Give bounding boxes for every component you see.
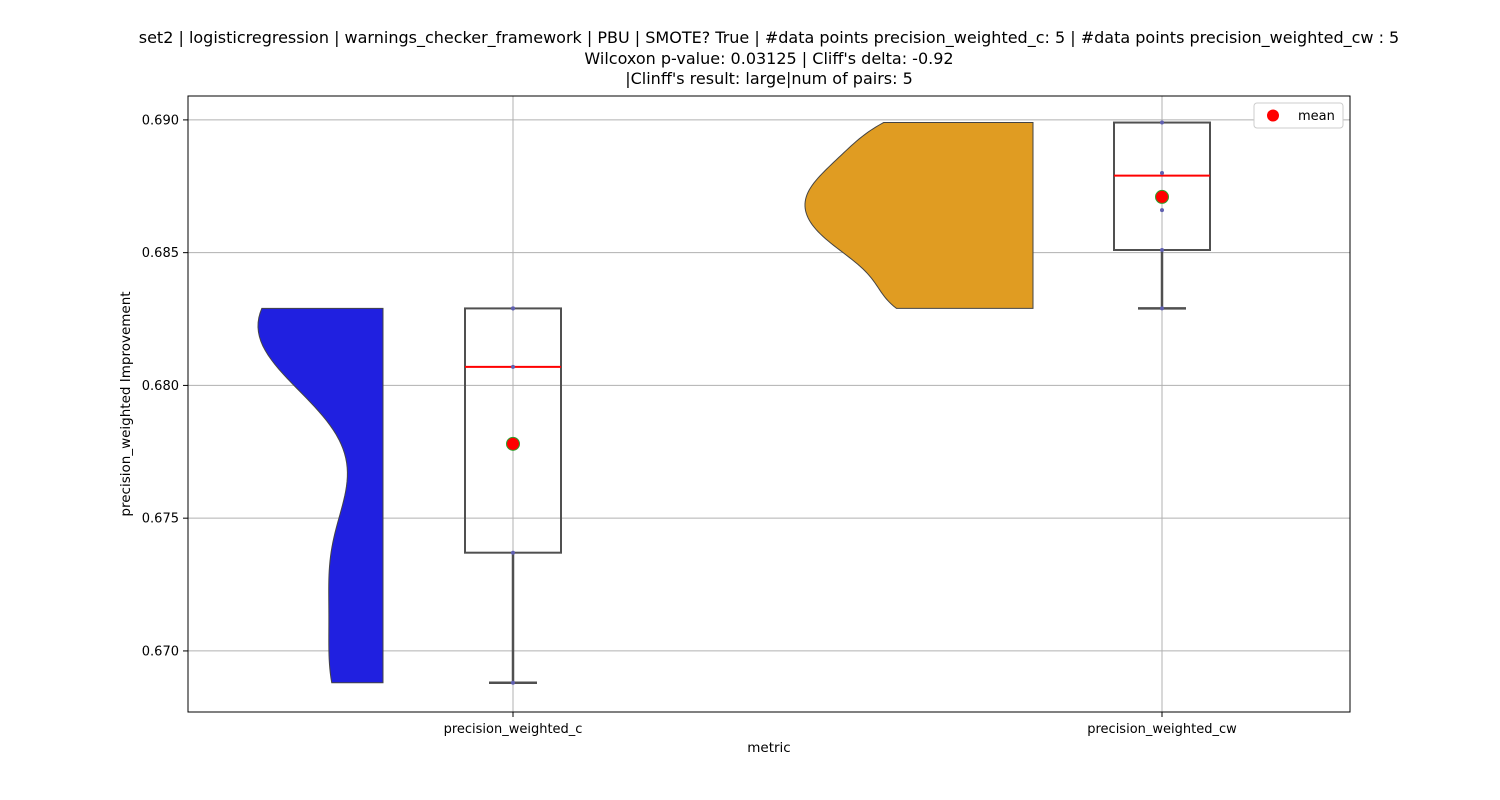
data-point	[511, 306, 515, 311]
data-point	[1160, 248, 1164, 252]
mean-marker	[1155, 189, 1169, 204]
title-line-2: Wilcoxon p-value: 0.03125 | Cliff's delt…	[584, 48, 954, 68]
y-tick-label: 0.680	[142, 379, 179, 394]
y-tick-label: 0.690	[142, 113, 179, 128]
data-point	[1160, 120, 1164, 125]
y-tick-label: 0.675	[142, 512, 179, 527]
x-tick-label: precision_weighted_cw	[1087, 722, 1237, 737]
y-tick-label: 0.685	[142, 246, 179, 261]
legend-box	[1253, 102, 1344, 129]
x-tick-label: precision_weighted_c	[444, 722, 583, 737]
legend: mean	[1253, 102, 1344, 129]
violin-precision_weighted_c	[257, 307, 384, 684]
data-point	[511, 364, 515, 369]
data-point	[1160, 171, 1164, 175]
violin-precision_weighted_cw	[804, 122, 1034, 309]
data-point	[1160, 208, 1164, 213]
data-point	[511, 550, 515, 555]
mean-marker	[506, 436, 520, 451]
x-axis-label: metric	[747, 740, 790, 756]
plot-frame	[187, 95, 1351, 713]
title-line-3: |Clinff's result: large|num of pairs: 5	[625, 69, 913, 88]
title-line-1: set2 | logisticregression | warnings_che…	[138, 28, 1400, 47]
chart-title: set2 | logisticregression | warnings_che…	[0, 28, 1500, 90]
data-point	[1160, 306, 1164, 311]
y-axis-label: precision_weighted Improvement	[118, 291, 134, 516]
legend-marker	[1267, 109, 1279, 122]
y-tick-label: 0.670	[142, 644, 179, 659]
legend-label: mean	[1298, 109, 1335, 124]
data-point	[511, 680, 515, 685]
